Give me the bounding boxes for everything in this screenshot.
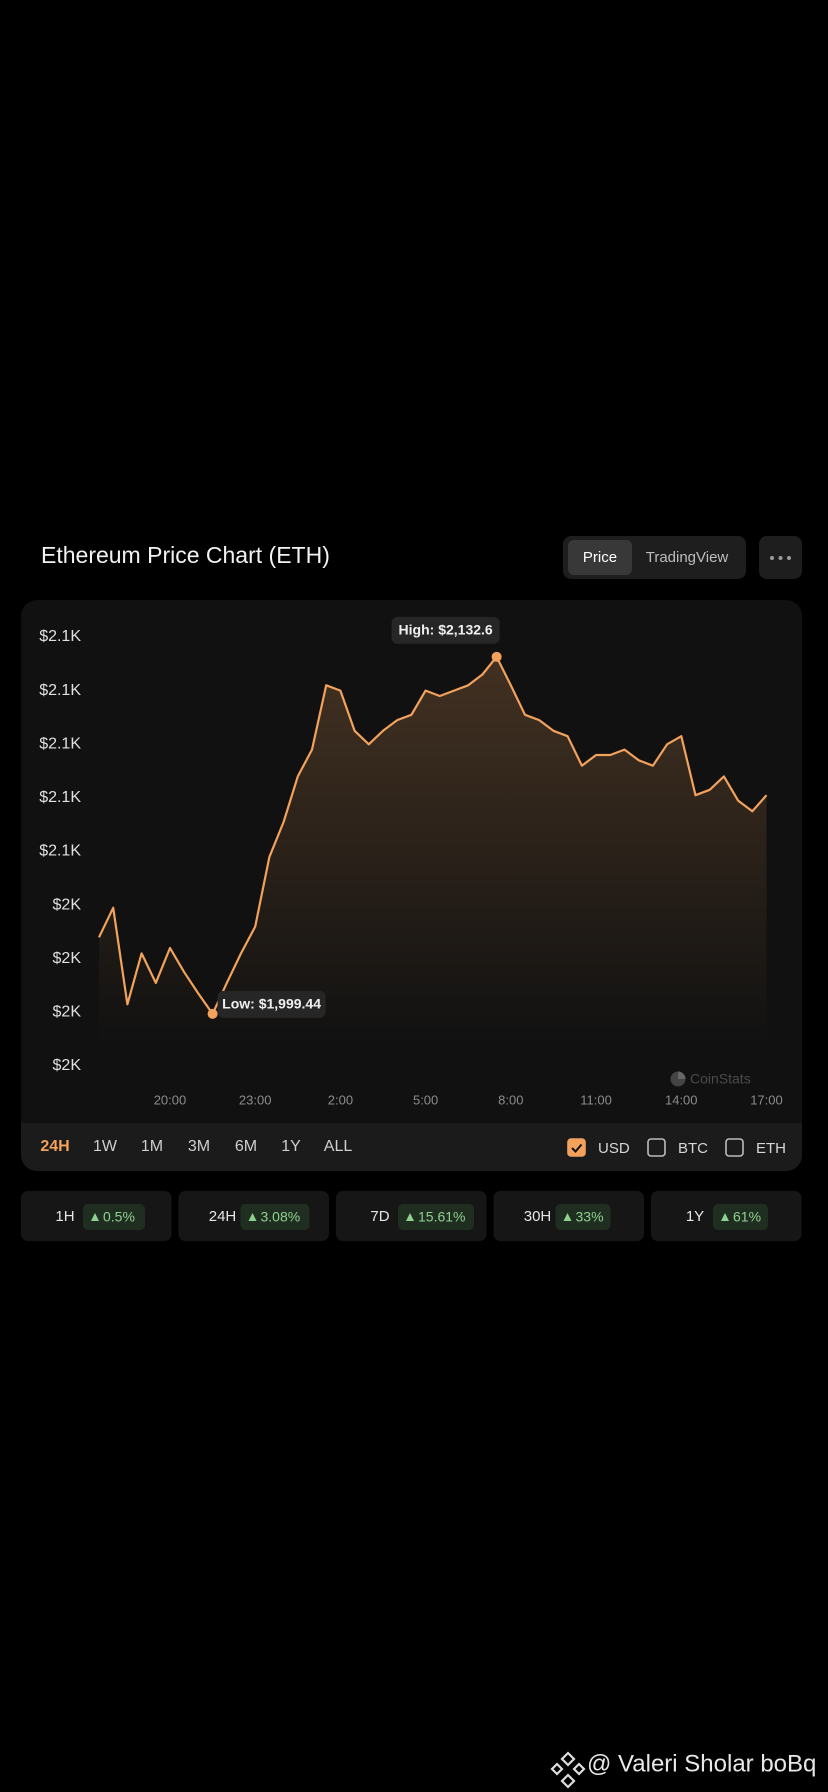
x-tick-label: 11:00: [580, 1092, 612, 1107]
currency-label[interactable]: BTC: [678, 1140, 708, 1157]
change-value: 61%: [733, 1209, 761, 1225]
y-tick-label: $2.1K: [39, 682, 81, 699]
y-tick-label: $2.1K: [39, 843, 81, 860]
annotation-label: Low: $1,999.44: [222, 996, 321, 1012]
up-arrow: [91, 1213, 99, 1221]
up-arrow: [406, 1213, 414, 1221]
x-tick-label: 23:00: [239, 1092, 272, 1107]
x-tick-label: 2:00: [328, 1092, 353, 1107]
change-period: 24H: [209, 1208, 237, 1225]
range-tab[interactable]: ALL: [324, 1138, 353, 1155]
y-tick-label: $2.1K: [39, 628, 81, 645]
change-period: 30H: [524, 1208, 552, 1225]
more-icon: [770, 556, 791, 560]
range-tab[interactable]: 1M: [141, 1138, 163, 1155]
footer-credit: @ Valeri Sholar boBq: [587, 1750, 816, 1777]
y-tick-label: $2.1K: [39, 789, 81, 806]
currency-checkbox[interactable]: [647, 1138, 666, 1157]
range-tab[interactable]: 1Y: [281, 1138, 301, 1155]
change-value: 33%: [576, 1209, 604, 1225]
y-tick-label: $2K: [53, 1004, 82, 1021]
annotation-point: [491, 651, 502, 662]
annotation-point: [207, 1008, 218, 1019]
range-bar: [21, 1123, 802, 1171]
currency-label[interactable]: ETH: [756, 1140, 786, 1157]
change-value: 3.08%: [261, 1209, 301, 1225]
view-tab-active[interactable]: [568, 540, 632, 575]
up-arrow: [248, 1213, 257, 1221]
range-tab[interactable]: 6M: [235, 1138, 257, 1155]
page-title: Ethereum Price Chart (ETH): [41, 542, 330, 568]
view-tab[interactable]: Price: [583, 549, 617, 566]
change-period: 1H: [55, 1208, 74, 1225]
currency-label[interactable]: USD: [598, 1140, 630, 1157]
y-tick-label: $2.1K: [39, 735, 81, 752]
change-period: 1Y: [686, 1208, 704, 1225]
change-pill: [398, 1204, 474, 1230]
watermark-logo: [670, 1071, 686, 1087]
change-pill: [713, 1204, 768, 1230]
change-pill: [83, 1204, 145, 1230]
watermark: CoinStats: [690, 1071, 751, 1087]
x-tick-label: 20:00: [154, 1092, 187, 1107]
range-tab[interactable]: 3M: [188, 1138, 210, 1155]
view-tab[interactable]: TradingView: [646, 549, 729, 566]
x-tick-label: 5:00: [413, 1092, 438, 1107]
currency-checkbox[interactable]: [567, 1138, 586, 1157]
y-tick-label: $2K: [53, 896, 82, 913]
x-tick-label: 17:00: [750, 1092, 783, 1107]
change-period: 7D: [370, 1208, 389, 1225]
y-tick-label: $2K: [53, 950, 82, 967]
check-mark: [571, 1143, 583, 1153]
annotation-box: [217, 990, 326, 1018]
currency-checkbox[interactable]: [725, 1138, 744, 1157]
price-area: [99, 656, 767, 1046]
annotation-box: [391, 616, 500, 644]
footer-logo: [550, 1751, 586, 1789]
change-value: 0.5%: [103, 1209, 135, 1225]
range-tab[interactable]: 24H: [40, 1138, 69, 1155]
change-pill: [555, 1204, 611, 1230]
annotation-label: High: $2,132.6: [399, 622, 493, 638]
up-arrow: [721, 1213, 729, 1221]
change-pill: [240, 1204, 310, 1230]
x-tick-label: 8:00: [498, 1092, 523, 1107]
range-tab[interactable]: 1W: [93, 1138, 118, 1155]
x-tick-label: 14:00: [665, 1092, 698, 1107]
up-arrow: [563, 1213, 572, 1221]
change-value: 15.61%: [418, 1209, 465, 1225]
y-tick-label: $2K: [53, 1057, 82, 1074]
